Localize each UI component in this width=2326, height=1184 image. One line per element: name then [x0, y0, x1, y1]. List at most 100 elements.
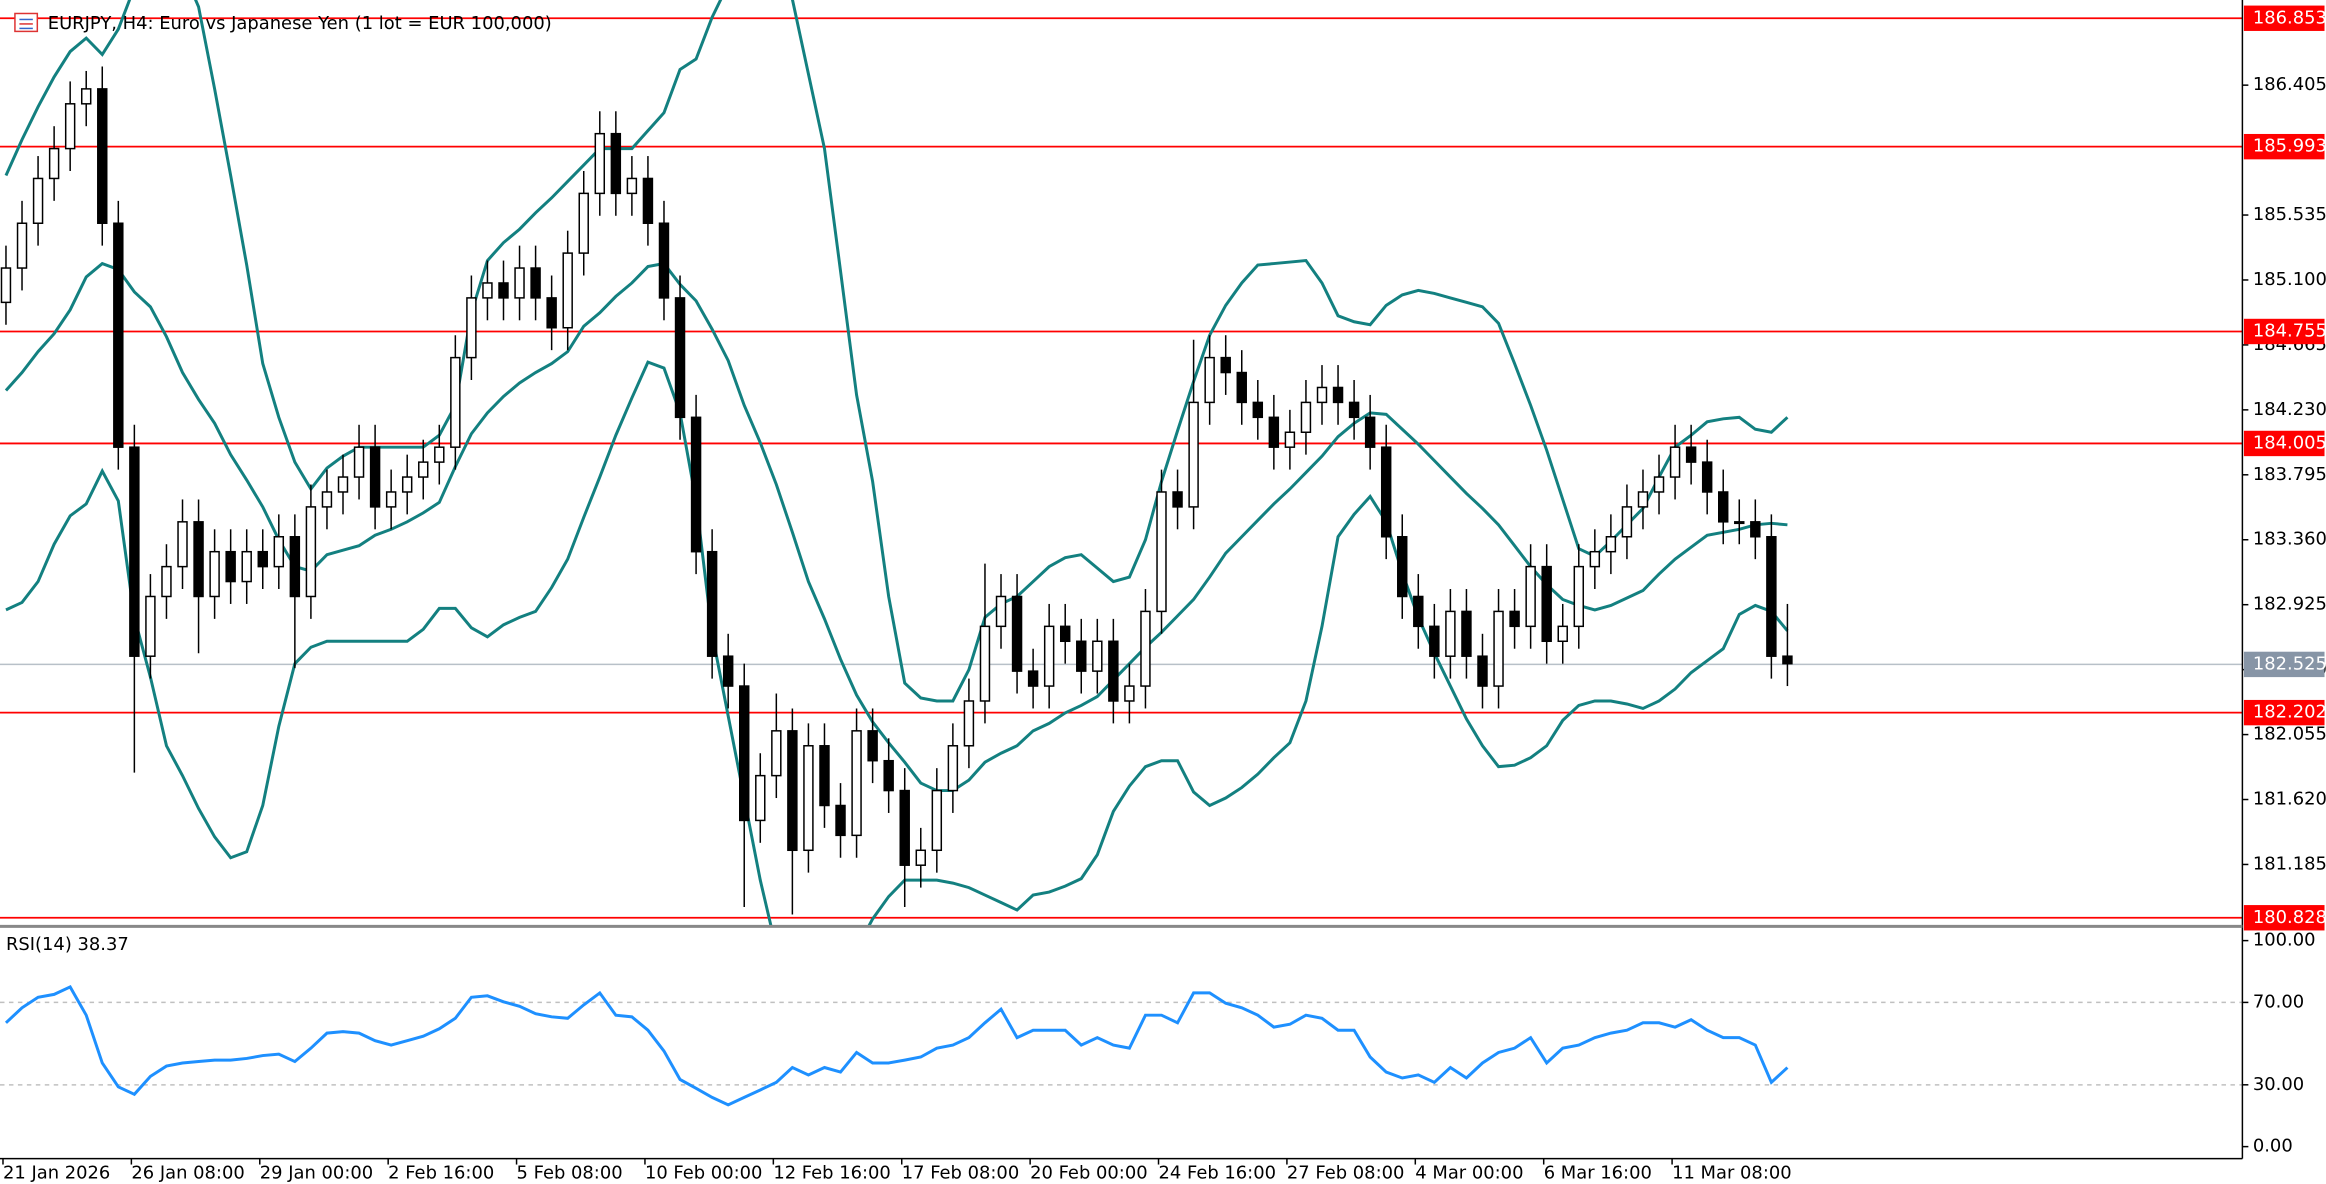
candle-body [1332, 386, 1344, 404]
candle-body [690, 416, 702, 553]
candle-body [209, 550, 220, 598]
candle-body [706, 550, 718, 657]
candle-body [1092, 640, 1103, 672]
candle-body [401, 476, 413, 493]
candle-body [1509, 610, 1520, 628]
y-tick-label: 181.620 [2253, 789, 2326, 810]
candle-body [514, 267, 525, 299]
candle-body [305, 506, 317, 598]
candle-body [594, 132, 606, 195]
candle-body [482, 282, 493, 299]
candle-body [1027, 670, 1039, 687]
candle-body [1525, 565, 1536, 628]
candle-body [787, 730, 798, 852]
candle-body [0, 267, 12, 304]
candle-body [1477, 655, 1488, 687]
bollinger-lower [5, 360, 1789, 926]
candle-body [1204, 356, 1215, 404]
candle-body [1076, 640, 1087, 672]
candle-body [1156, 491, 1167, 613]
level-label-box [2243, 430, 2325, 457]
level-label-box [2243, 318, 2325, 345]
candle-body [530, 267, 541, 299]
price-panel [0, 0, 2243, 926]
candle-body [1059, 625, 1071, 643]
candle-body [32, 177, 44, 224]
candle-body [257, 550, 268, 568]
level-label: 184.755 [2253, 320, 2326, 341]
candle-body [819, 745, 830, 807]
candle-body [835, 804, 846, 837]
level-label: 184.005 [2253, 432, 2326, 453]
candle-body [1573, 565, 1585, 628]
candle-body [418, 461, 429, 478]
candle-body [1252, 401, 1264, 419]
candle-body [642, 177, 654, 224]
candle-body [1445, 610, 1456, 657]
x-tick-label: 29 Jan 00:00 [260, 1163, 373, 1184]
rsi-tick-label: 100.00 [2253, 930, 2316, 951]
x-tick-label: 20 Feb 00:00 [1030, 1163, 1147, 1184]
candle-body [193, 521, 204, 598]
candle-body [1782, 655, 1793, 665]
header-icon [14, 12, 39, 33]
candle-body [1429, 625, 1440, 657]
rsi-title: RSI(14) 38.37 [6, 934, 129, 955]
candle-body [899, 789, 910, 866]
candle-body [963, 700, 975, 747]
candle-body [979, 625, 991, 702]
candle-body [658, 222, 670, 299]
y-tick-label: 182.055 [2253, 724, 2326, 745]
candle-body [369, 446, 381, 508]
candle-body [1397, 536, 1408, 598]
candle-body [674, 297, 686, 419]
candle-body [1701, 461, 1713, 493]
candle-body [450, 356, 461, 448]
last-price-label: 182.525 [2253, 653, 2326, 674]
candle-body [1669, 446, 1681, 478]
candle-body [498, 282, 509, 299]
candle-body [1589, 550, 1601, 568]
candle-body [1605, 536, 1617, 553]
axis-labels: 186.405185.535185.100184.665184.230183.7… [2, 5, 2326, 1184]
x-tick-label: 2 Feb 16:00 [388, 1163, 494, 1184]
candle-body [1316, 386, 1328, 404]
candle-body [385, 491, 397, 508]
candle-body [1236, 371, 1247, 404]
candle-body [995, 595, 1007, 628]
candle-body [1461, 610, 1472, 657]
candle-body [803, 745, 814, 852]
candle-body [1284, 431, 1296, 448]
candle-body [1172, 491, 1183, 508]
rsi-tick-label: 70.00 [2253, 991, 2304, 1012]
candle-body [931, 789, 943, 852]
candle-body [546, 297, 557, 329]
level-label-box [2243, 699, 2325, 726]
rsi-panel [0, 985, 2243, 1107]
candle-body [97, 88, 108, 224]
candle-body [113, 222, 124, 448]
candle-body [739, 685, 750, 822]
candle-body [80, 88, 92, 105]
candle-body [1541, 565, 1552, 643]
x-tick-label: 4 Mar 00:00 [1415, 1163, 1523, 1184]
bollinger-upper [4, 0, 1789, 703]
candle-body [177, 521, 188, 568]
axes [0, 0, 2244, 1160]
candle-body [851, 730, 862, 837]
candle-body [129, 446, 140, 657]
candle-body [353, 446, 365, 478]
candle-body [1718, 491, 1729, 523]
candle-body [337, 476, 349, 493]
y-tick-label: 185.100 [2253, 269, 2326, 290]
candle-body [1124, 685, 1135, 702]
candle-body [1413, 595, 1424, 628]
x-tick-label: 12 Feb 16:00 [773, 1163, 890, 1184]
candle-body [1653, 476, 1665, 493]
x-tick-label: 27 Feb 08:00 [1287, 1163, 1404, 1184]
level-label-box [2243, 133, 2325, 160]
candle-body [64, 103, 76, 150]
x-tick-label: 21 Jan 2026 [3, 1163, 110, 1184]
x-tick-label: 5 Feb 08:00 [517, 1163, 623, 1184]
